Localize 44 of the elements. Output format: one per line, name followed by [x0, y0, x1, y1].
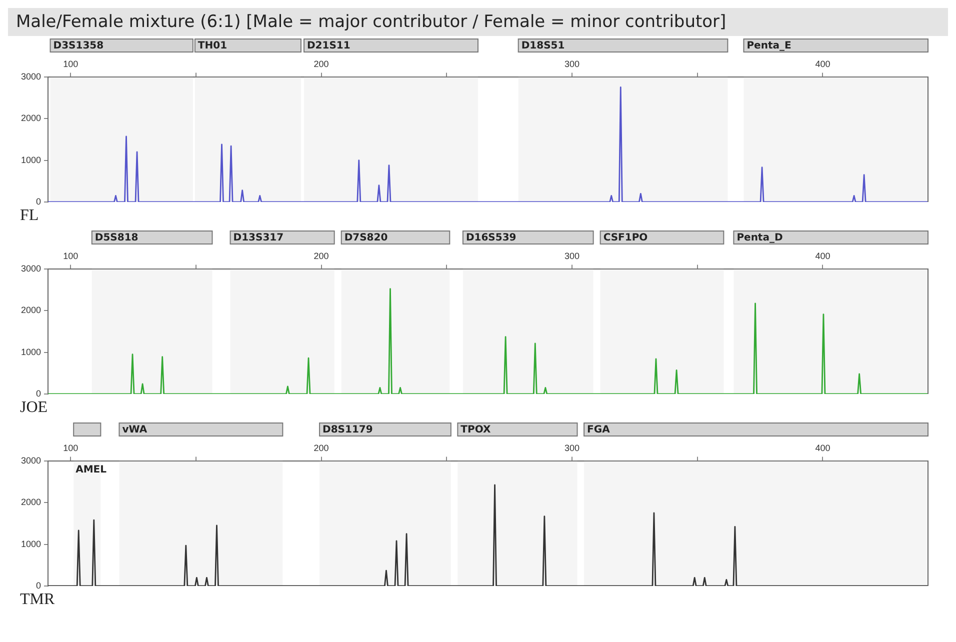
band-label: D21S11	[306, 40, 350, 52]
y-tick-label: 1000	[20, 538, 42, 549]
y-tick-label: 0	[36, 388, 42, 398]
x-tick-label: 400	[815, 442, 830, 453]
legend-label: vWA	[122, 424, 148, 436]
x-tick-label: 100	[63, 442, 78, 453]
x-tick-label: 300	[564, 250, 580, 261]
x-tick-label: 200	[314, 442, 329, 453]
band-label: FGA	[587, 424, 610, 436]
x-tick-label: 400	[815, 250, 830, 261]
y-tick-label: 3000	[20, 455, 42, 466]
x-tick-label: 100	[63, 250, 78, 261]
band-label: TH01	[198, 40, 228, 52]
text: FL	[20, 207, 39, 224]
y-tick-label: 0	[36, 196, 42, 206]
y-tick-label: 1000	[20, 154, 42, 165]
band-label: D8S1179	[322, 424, 373, 436]
band-label: D7S820	[344, 232, 388, 244]
y-tick-label: 2000	[20, 305, 42, 316]
x-tick-label: 200	[314, 250, 329, 261]
band-label: TPOX	[460, 424, 491, 436]
x-tick-label: 100	[63, 58, 78, 69]
band-label: D5S818	[94, 232, 138, 244]
band-label: CSF1PO	[603, 232, 648, 244]
x-tick-label: 300	[564, 442, 580, 453]
y-tick-label: 3000	[20, 71, 42, 82]
chart-title: Male/Female mixture (6:1) [Male = major contributor / Female = minor contributor]	[8, 8, 948, 36]
band-label: Penta_E	[746, 40, 792, 52]
x-tick-label: 200	[314, 58, 329, 69]
text: TMR	[20, 591, 55, 608]
band-label: D3S1358	[53, 40, 104, 52]
x-tick-label: 300	[564, 58, 580, 69]
band-label: D13S317	[233, 232, 284, 244]
band-label: Penta_D	[736, 232, 783, 244]
y-tick-label: 2000	[20, 113, 42, 124]
y-tick-label: 2000	[20, 497, 42, 508]
y-tick-label: 0	[36, 580, 42, 590]
x-tick-label: 400	[815, 58, 830, 69]
band-label: D18S51	[521, 40, 565, 52]
y-tick-label: 1000	[20, 346, 42, 357]
y-tick-label: 3000	[20, 263, 42, 274]
text: JOE	[20, 399, 48, 416]
band-label: D16S539	[466, 232, 516, 244]
band-label: AMEL	[76, 464, 108, 476]
